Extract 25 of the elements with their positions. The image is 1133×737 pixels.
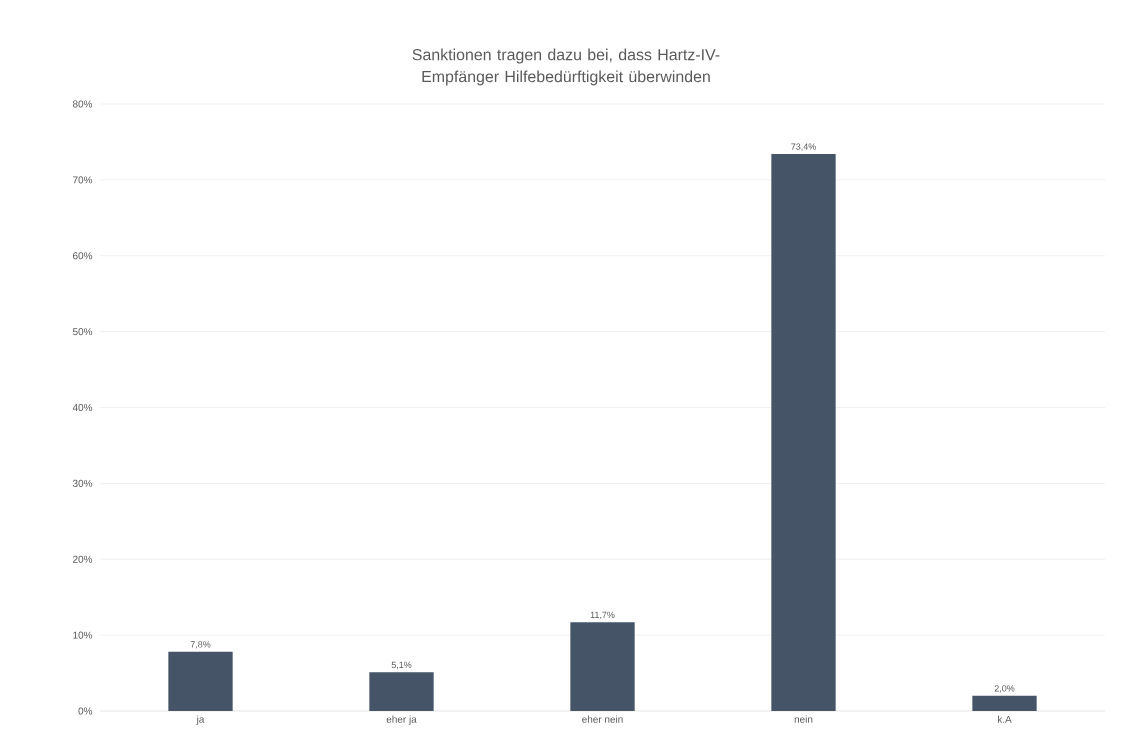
x-tick-label: eher nein	[582, 715, 623, 723]
y-tick-label: 40%	[72, 403, 93, 412]
y-tick-label: 70%	[73, 176, 93, 184]
data-label: 11,7%	[590, 611, 615, 620]
y-tick-label: 30%	[72, 479, 93, 487]
data-label: 2,0%	[994, 685, 1015, 693]
data-label: 5,1%	[391, 661, 412, 670]
y-tick-label: 20%	[73, 555, 93, 563]
chart-title: Sanktionen tragen dazu bei, dass Hartz-IV-Empfänger Hilfebedürftigkeit überwinden	[412, 48, 720, 86]
bar	[972, 695, 1037, 711]
x-tick-label: eher ja	[386, 715, 417, 725]
bar	[369, 672, 434, 711]
y-tick-label: 80%	[72, 100, 93, 108]
y-tick-label: 10%	[73, 631, 93, 639]
data-label: 73,4%	[791, 143, 816, 151]
bar	[168, 651, 233, 711]
x-tick-label: nein	[794, 715, 813, 723]
y-tick-label: 50%	[72, 328, 93, 336]
y-tick-label: 0%	[78, 707, 93, 715]
data-label: 7,8%	[190, 641, 211, 649]
x-tick-label: k.A	[997, 715, 1012, 723]
bar	[771, 154, 836, 711]
bar	[570, 622, 635, 711]
x-tick-label: ja	[196, 715, 205, 725]
y-tick-label: 60%	[73, 252, 93, 260]
